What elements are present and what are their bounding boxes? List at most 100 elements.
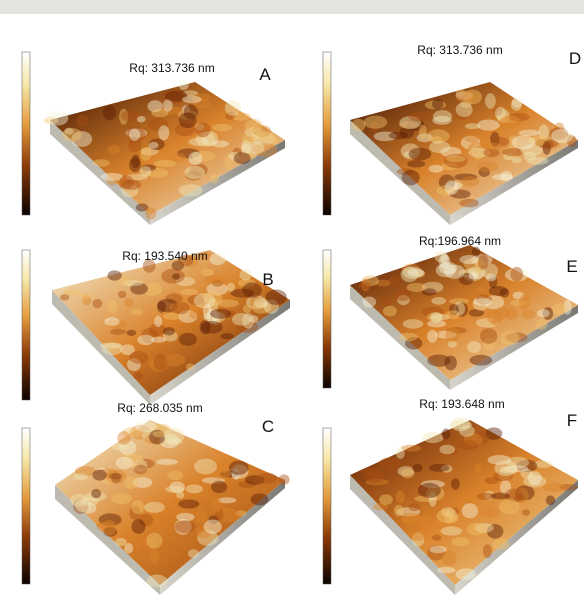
texture	[455, 89, 466, 97]
surface	[350, 420, 578, 585]
texture	[269, 137, 279, 145]
rq-label: Rq: 313.736 nm	[417, 43, 502, 57]
texture	[483, 148, 500, 158]
texture	[122, 179, 141, 190]
texture	[448, 304, 459, 316]
texture	[500, 330, 520, 346]
texture	[212, 124, 233, 132]
texture	[209, 173, 219, 184]
texture	[464, 509, 476, 520]
texture	[158, 125, 170, 141]
texture	[236, 320, 259, 333]
texture	[236, 287, 251, 297]
texture	[102, 105, 117, 121]
texture	[256, 472, 278, 484]
texture	[493, 107, 503, 116]
texture	[421, 281, 444, 293]
texture	[178, 310, 198, 323]
texture	[129, 128, 141, 141]
texture	[436, 508, 458, 524]
texture	[526, 157, 549, 165]
texture	[188, 151, 203, 166]
texture	[503, 153, 515, 161]
texture	[481, 142, 502, 151]
texture	[117, 290, 127, 299]
texture	[182, 90, 199, 97]
texture	[373, 503, 389, 511]
texture	[521, 128, 533, 142]
texture	[467, 141, 490, 157]
texture	[359, 467, 382, 475]
texture	[434, 330, 457, 339]
texture	[196, 525, 212, 539]
texture	[458, 272, 474, 286]
texture	[451, 478, 460, 490]
texture	[224, 100, 241, 116]
texture	[138, 513, 154, 527]
texture	[418, 124, 427, 140]
texture	[180, 288, 199, 296]
texture	[400, 514, 424, 525]
texture	[467, 522, 486, 536]
texture	[446, 310, 460, 320]
texture	[141, 430, 159, 441]
texture	[76, 114, 89, 127]
texture	[474, 523, 494, 533]
texture	[412, 463, 423, 473]
rq-label: Rq:196.964 nm	[419, 234, 501, 248]
texture	[174, 518, 192, 535]
texture	[145, 168, 169, 178]
texture	[429, 545, 447, 554]
texture	[459, 198, 479, 208]
texture	[505, 332, 528, 343]
texture	[157, 301, 166, 313]
texture	[74, 466, 96, 477]
texture	[451, 537, 470, 547]
texture	[203, 291, 223, 307]
texture	[110, 328, 127, 335]
texture	[217, 497, 237, 504]
surface	[350, 245, 578, 380]
texture	[203, 519, 222, 534]
panel: Rq: 313.736 nm A	[21, 51, 285, 225]
texture	[389, 274, 399, 287]
texture	[239, 269, 252, 281]
texture	[399, 116, 421, 130]
texture	[393, 504, 404, 517]
texture	[249, 315, 259, 323]
texture	[486, 309, 503, 324]
texture	[431, 136, 443, 145]
texture	[563, 299, 572, 315]
texture	[490, 131, 500, 147]
texture	[137, 334, 155, 346]
surface	[50, 82, 285, 215]
texture	[549, 127, 569, 140]
texture	[154, 159, 176, 168]
texture	[185, 170, 203, 181]
texture	[183, 104, 198, 120]
texture	[402, 319, 424, 329]
surface-side	[350, 285, 450, 390]
texture	[363, 115, 388, 129]
texture	[426, 486, 445, 501]
surface-side	[150, 140, 285, 225]
texture	[459, 425, 475, 437]
texture	[408, 147, 432, 161]
texture	[365, 470, 384, 483]
texture	[63, 288, 80, 296]
texture	[251, 302, 272, 314]
texture	[407, 160, 426, 168]
texture	[455, 302, 469, 317]
texture	[523, 151, 537, 161]
texture	[508, 135, 518, 150]
texture	[102, 477, 121, 485]
texture	[126, 126, 146, 142]
texture	[152, 431, 166, 438]
texture	[245, 118, 263, 133]
texture	[178, 184, 203, 197]
texture	[406, 118, 425, 132]
texture	[227, 282, 236, 292]
texture	[82, 294, 92, 306]
texture	[121, 427, 142, 438]
colorbar	[322, 427, 332, 585]
